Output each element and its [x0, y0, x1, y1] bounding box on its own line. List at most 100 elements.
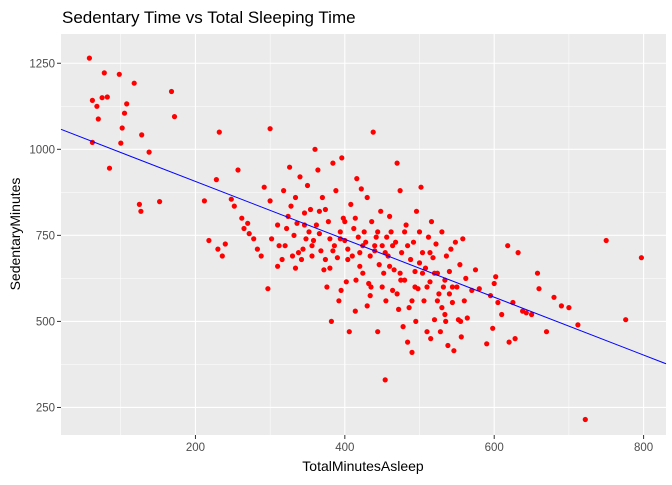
y-axis-ticks: 250 500 750 1000 1250 [29, 58, 61, 414]
data-point [446, 291, 452, 297]
data-point [427, 279, 433, 285]
data-point [458, 318, 464, 324]
data-point [397, 188, 403, 194]
data-point [106, 165, 113, 171]
data-point [136, 201, 142, 207]
data-point [434, 298, 440, 304]
data-point [408, 256, 414, 263]
data-point [310, 237, 317, 244]
data-point [336, 298, 342, 304]
x-tick-label: 600 [485, 442, 504, 454]
data-point [168, 88, 175, 95]
data-point [383, 298, 389, 304]
data-point [228, 196, 234, 202]
x-tick-label: 800 [634, 442, 653, 454]
data-point [493, 274, 499, 280]
data-point [449, 299, 455, 306]
data-point [452, 239, 458, 245]
data-point [463, 275, 469, 281]
data-point [506, 339, 512, 345]
data-point [322, 206, 328, 213]
data-point [368, 284, 374, 290]
data-point [89, 97, 95, 103]
data-point [101, 70, 107, 76]
data-point [412, 268, 418, 275]
major-gridlines [61, 34, 666, 435]
data-point [433, 241, 439, 247]
data-point [491, 280, 497, 287]
data-point [367, 253, 373, 259]
data-point [512, 336, 518, 342]
data-point [390, 287, 396, 293]
data-point [357, 250, 363, 256]
data-point [424, 284, 430, 290]
data-point [219, 253, 225, 259]
data-point [603, 237, 609, 244]
data-point [418, 184, 424, 190]
data-point [313, 222, 319, 228]
data-point [282, 243, 288, 249]
data-point [402, 229, 408, 235]
data-point [367, 293, 373, 299]
data-points [86, 55, 645, 423]
data-point [424, 329, 430, 335]
data-point [343, 279, 349, 285]
data-point [315, 167, 321, 173]
data-point [428, 336, 434, 342]
data-point [328, 318, 334, 324]
data-point [275, 222, 281, 228]
data-point [138, 208, 144, 214]
data-point [297, 174, 303, 180]
data-point [287, 164, 293, 170]
y-tick-label: 500 [36, 316, 55, 328]
data-point [406, 305, 412, 311]
data-point [558, 303, 565, 309]
data-point [379, 243, 385, 249]
data-point [325, 219, 331, 225]
data-point [458, 334, 464, 340]
data-point [254, 246, 260, 252]
data-point [222, 241, 228, 247]
data-point [398, 277, 404, 283]
data-point [419, 250, 426, 256]
data-point [251, 236, 257, 242]
y-tick-label: 1000 [29, 144, 55, 156]
data-point [472, 267, 479, 273]
data-point [382, 377, 388, 383]
y-axis-label: SedentaryMinutes [7, 178, 23, 291]
data-point [454, 284, 460, 290]
data-point [318, 248, 324, 254]
data-point [322, 256, 328, 263]
data-point [397, 270, 403, 276]
data-point [523, 310, 529, 316]
data-point [353, 277, 359, 283]
data-point [213, 177, 219, 183]
data-point [121, 110, 128, 116]
data-point [361, 229, 367, 235]
data-point [410, 239, 417, 245]
data-point [331, 243, 337, 249]
data-point [394, 160, 400, 166]
data-point [448, 246, 454, 252]
plot-panel [61, 34, 666, 435]
data-point [104, 94, 110, 100]
data-point [476, 286, 482, 292]
data-point [430, 255, 436, 261]
chart-title: Sedentary Time vs Total Sleeping Time [62, 8, 356, 27]
data-point [118, 140, 124, 146]
data-point [94, 103, 100, 109]
data-point [306, 229, 312, 235]
data-point [86, 55, 92, 61]
data-point [330, 160, 336, 166]
data-point [157, 199, 163, 205]
data-point [355, 234, 361, 240]
data-point [265, 286, 271, 292]
data-point [235, 167, 241, 173]
data-point [638, 255, 645, 261]
x-axis-ticks: 200 400 600 800 [186, 435, 653, 454]
data-point [338, 287, 344, 293]
data-point [457, 262, 463, 268]
data-point [409, 298, 415, 304]
data-point [345, 256, 351, 263]
